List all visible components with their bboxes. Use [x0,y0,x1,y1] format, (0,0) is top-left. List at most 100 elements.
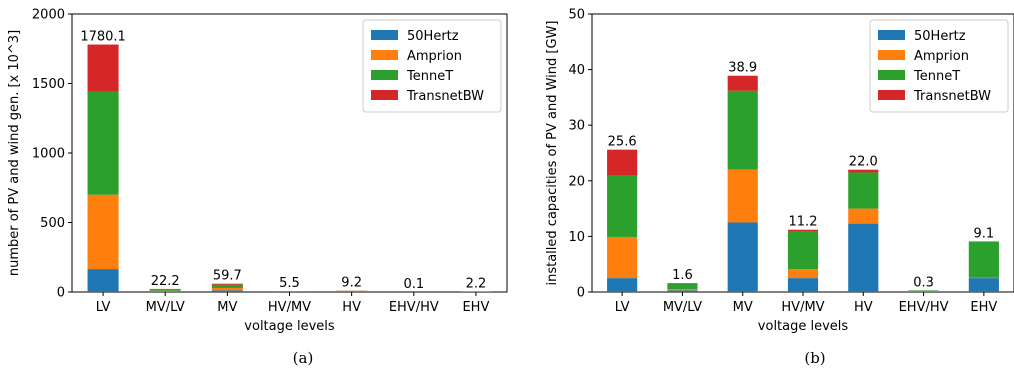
bar-segment [787,229,819,232]
x-tick-label: HV [854,300,873,315]
legend-swatch [878,70,905,80]
bar-segment [848,208,879,224]
legend-box [869,19,1009,113]
x-tick-label: LV [615,300,630,315]
x-axis-label: voltage levels [244,319,335,334]
data-label: 38.9 [728,61,757,76]
bar-segment [607,175,638,237]
x-tick-label: MV/LV [146,300,185,315]
x-tick-label: HV/MV [781,300,824,315]
legend-label: 50Hertz [914,29,966,44]
legend-swatch [371,90,398,100]
bar-segment [87,194,119,270]
bar-segment [149,290,181,292]
chart-panel-b: 0 10 20 30 40 50 25.6 LV 1.6 MV/LV 38.9 MV 11.2 HV/MV… [545,8,1014,367]
y-tick-label: 0 [57,286,65,301]
bar-segment [727,222,758,292]
bar-segment [848,169,879,173]
y-tick-label: 20 [568,174,585,189]
data-label: 11.2 [789,215,818,230]
data-label: 0.1 [403,277,424,292]
bar-segment [667,283,698,290]
x-tick-label: LV [96,300,111,315]
data-label: 2.2 [466,277,487,292]
bar-segment [211,284,243,288]
y-axis-label: installed capacities of PV and Wind [GW] [545,21,560,286]
legend-label: Amprion [914,49,969,64]
data-label: 9.1 [974,226,995,241]
x-tick-label: HV/MV [268,300,311,315]
legend-label: TransnetBW [406,89,484,104]
legend-swatch [371,70,398,80]
legend-swatch [878,50,905,60]
bar-segment [727,169,758,223]
bar-segment [667,283,698,284]
x-tick-label: MV/LV [663,300,702,315]
x-tick-label: EHV/HV [899,300,949,315]
data-label: 22.0 [849,155,878,170]
legend-swatch [878,30,905,40]
bar-segment [667,289,698,291]
data-label: 0.3 [913,275,934,290]
bar-segment [968,241,999,278]
bar-segment [787,278,819,292]
bar-segment [727,90,758,170]
bar-segment [211,287,243,291]
bar-segment [968,278,999,292]
chart-panel-a: 0 500 1000 1500 2000 1780.1 LV 22.2 MV/LV 59.7 MV 5… [7,8,508,367]
bar-segment [607,278,638,292]
data-label: 22.2 [151,274,180,289]
data-label: 1.6 [672,268,693,283]
figure-caption: (b) [804,349,825,367]
y-tick-label: 40 [568,63,585,78]
legend-label: Amprion [407,49,462,64]
bar-segment [727,75,758,91]
bar-segment [787,231,819,270]
data-label: 9.2 [341,276,362,291]
x-tick-label: EHV/HV [389,300,439,315]
x-axis-label: voltage levels [758,319,849,334]
bar-segment [787,269,819,279]
y-tick-label: 1500 [32,77,65,92]
bar-segment [908,291,939,292]
x-tick-label: EHV [970,300,997,315]
data-label: 1780.1 [80,30,126,45]
bar-segment [211,283,243,285]
x-tick-label: EHV [462,300,489,315]
y-tick-label: 0 [577,286,585,301]
y-tick-label: 1000 [32,147,65,162]
legend-swatch [878,90,905,100]
bar-segment [607,149,638,176]
bar-segment [968,277,999,279]
bar-segment [848,172,879,209]
bar-segment [149,291,181,292]
bar-segment [908,290,939,291]
bar-segment [211,290,243,292]
x-tick-label: HV [342,300,361,315]
legend-box [362,19,502,113]
x-tick-label: MV [733,300,753,315]
legend-label: 50Hertz [407,29,459,44]
y-tick-label: 2000 [32,8,65,23]
bar-segment [607,236,638,279]
bar-segment [87,44,119,92]
y-tick-label: 30 [568,119,585,134]
legend-label: TenneT [406,69,453,84]
bar-segment [149,289,181,291]
bar-segment [87,91,119,195]
data-label: 5.5 [279,276,300,291]
bar-segment [908,290,939,292]
y-tick-label: 50 [568,8,585,23]
legend-label: TenneT [913,69,960,84]
y-tick-label: 10 [568,230,585,245]
bar-segment [87,269,119,292]
legend-label: TransnetBW [913,89,991,104]
bar-segment [848,223,879,292]
y-tick-label: 500 [40,216,65,231]
data-label: 59.7 [213,269,242,284]
legend-swatch [371,30,398,40]
figure-caption: (a) [293,349,314,367]
data-label: 25.6 [608,135,637,150]
bar-segment [667,290,698,292]
